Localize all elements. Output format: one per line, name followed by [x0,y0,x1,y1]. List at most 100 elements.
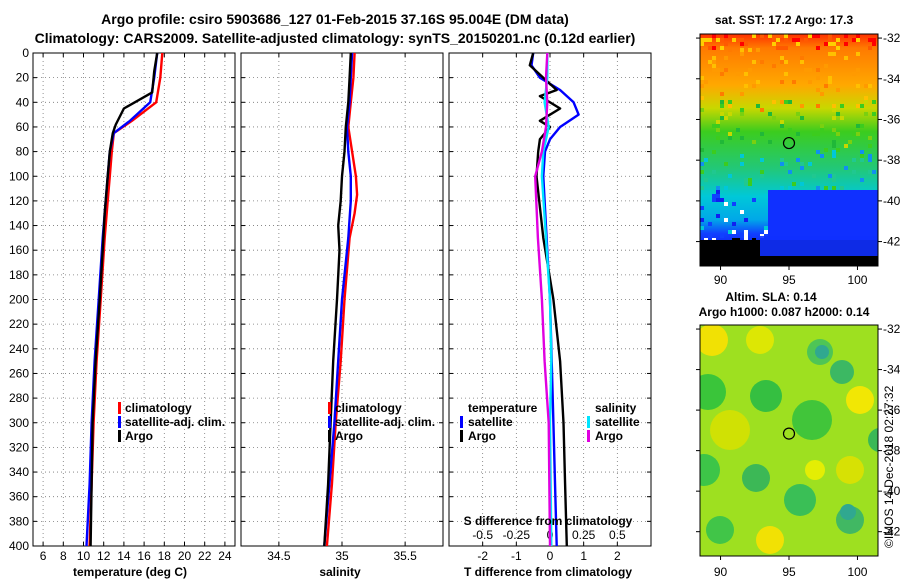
profile-series [85,53,580,546]
sst-pixel [772,64,776,68]
sst-pixel [800,56,804,60]
legend-swatch-t-argo [460,430,463,442]
map-lat-label: -34 [883,363,900,377]
sst-pixel [856,68,860,72]
sst-pixel [700,148,704,152]
sst-pixel [728,104,732,108]
sst-pixel [736,72,740,76]
sst-pixel [716,128,720,132]
sst-pixel [700,42,704,46]
sst-pixel [712,194,716,198]
x-tick-label: 10 [77,549,91,563]
sst-pixel [712,198,716,202]
sst-pixel [700,84,704,88]
sla-blob [710,410,750,450]
sst-pixel [748,68,752,72]
sla-blob [868,428,878,452]
sst-map-title: sat. SST: 17.2 Argo: 17.3 [715,13,854,27]
map-lat-label: -36 [883,112,900,126]
sst-pixel [828,80,832,84]
sla-blob [805,460,825,480]
sst-pixel [788,170,792,174]
map-lat-label: -38 [883,153,900,167]
sst-pixel [752,84,756,88]
x-tick-label: 6 [40,549,47,563]
sst-pixel [720,92,724,96]
top-x-tick-label: 0.5 [609,528,626,542]
sst-pixel [812,132,816,136]
sst-pixel [784,38,788,42]
sst-pixel [740,42,744,46]
sst-map-axes: -32 -34 -36 -38 -40 -42 90 95 100 [696,31,900,287]
sst-pixel [780,56,784,60]
sst-pixel [796,38,800,42]
depth-tick-label: 100 [9,169,29,183]
sst-pixel [732,230,736,234]
map-lat-label: -32 [883,322,900,336]
legend-swatch-satellite [118,416,121,428]
sst-pixel [740,162,744,166]
sst-pixel [732,202,736,206]
x-tick-label: -1 [511,549,522,563]
sst-pixel [832,42,836,46]
sst-pixel [724,56,728,60]
sst-pixel [828,76,832,80]
sst-pixel [872,170,876,174]
sst-pixel [708,222,712,226]
sst-pixels [700,34,878,266]
sst-pixel [816,132,820,136]
sst-pixel [816,186,820,190]
legend-label-t-satellite: satellite [468,415,513,429]
sst-pixel [744,230,748,234]
sst-pixel [784,72,788,76]
sst-pixel [756,80,760,84]
sst-pixel [860,124,864,128]
sst-pixel [860,104,864,108]
sst-pixel [828,52,832,56]
sst-pixel [808,68,812,72]
depth-tick-label: 140 [9,219,29,233]
sst-pixel [764,194,768,198]
sst-pixel [716,136,720,140]
sst-pixel [852,170,856,174]
sst-pixel [864,96,868,100]
sst-pixel [740,38,744,42]
depth-tick-label: 220 [9,317,29,331]
sst-pixel [864,84,868,88]
map-lat-label: -40 [883,194,900,208]
sst-pixel [776,46,780,50]
depth-tick-label: 200 [9,293,29,307]
x-tick-label: 24 [218,549,232,563]
sst-pixel [848,140,852,144]
sst-pixel [780,186,784,190]
sst-pixel [776,34,780,38]
sst-pixel [716,124,720,128]
top-x-tick-label: 0.25 [572,528,596,542]
sst-pixel [868,144,872,148]
figure-title-line2: Climatology: CARS2009. Satellite-adjuste… [35,30,636,46]
sst-pixel [748,178,752,182]
x-tick-label: 8 [60,549,67,563]
salinity-line-argo [323,53,352,546]
sst-pixel [860,154,864,158]
sst-pixel [772,42,776,46]
sst-pixel [720,46,724,50]
sst-pixel [868,84,872,88]
sst-pixel [832,154,836,158]
sst-pixel [868,46,872,50]
sst-cold-patch-2 [760,236,878,256]
sst-pixel [716,68,720,72]
sst-pixel [780,60,784,64]
sst-pixel [828,174,832,178]
sst-pixel [708,38,712,42]
sla-map-axes: -32 -34 -36 -38 -40 -42 90 95 100 [696,322,900,579]
sst-pixel [772,100,776,104]
sla-blob [700,325,728,356]
sst-pixel [852,72,856,76]
sst-pixel [700,162,704,166]
sst-pixel [728,230,732,234]
sst-pixel [808,34,812,38]
map-lon-label: 90 [714,565,728,579]
sst-pixel [796,42,800,46]
sla-blob [784,484,816,516]
